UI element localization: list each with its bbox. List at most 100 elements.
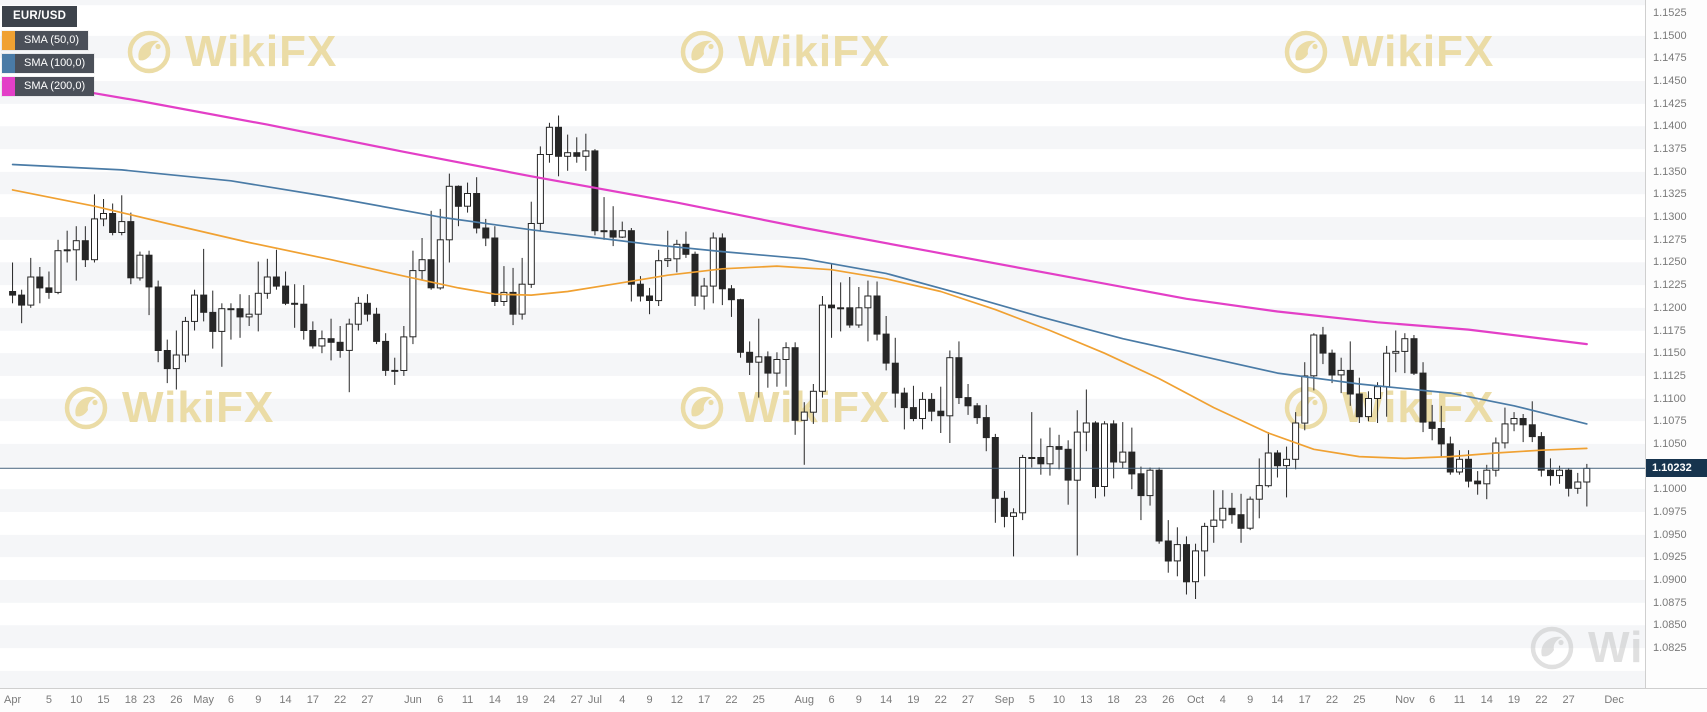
candle-body [1210,519,1218,527]
time-axis-label: 18 [1107,694,1120,706]
candle-body [1483,469,1491,485]
candle-body [791,347,799,421]
price-axis-label: 1.1300 [1653,211,1687,224]
price-axis-label: 1.1075 [1653,415,1687,428]
candle-body [718,237,726,290]
time-axis-label: Oct [1186,694,1205,706]
candle-body [91,218,98,261]
candle-body [27,276,35,306]
time-axis-label: 23 [142,694,156,706]
candle-body [136,254,144,279]
time-axis-label: 11 [1453,694,1466,706]
candle-body [1583,467,1591,483]
candle-body [1492,442,1500,471]
time-axis-label: 6 [227,694,234,706]
time-axis-label: 22 [725,694,738,706]
price-axis-label: 1.1150 [1653,347,1686,360]
candle-body [1201,525,1209,552]
candle-body [491,237,499,302]
sma200-label: SMA (200,0) [15,77,95,96]
sma200-color-chip [2,77,15,96]
price-axis-label: 1.1100 [1653,392,1686,405]
time-axis-label: Aug [794,694,815,706]
candle-body [509,291,517,315]
time-axis-label: 17 [698,694,711,706]
time-axis-label: 19 [907,694,920,706]
candle-body [1010,512,1017,517]
candle-body [354,302,362,325]
time-axis-label: 4 [1219,694,1226,706]
price-axis-label: 1.1250 [1653,256,1687,269]
candle-body [54,250,62,293]
price-axis-label: 1.1350 [1653,165,1687,178]
price-axis-label: 1.0925 [1653,551,1687,564]
time-axis-label: 5 [1028,694,1035,706]
time-axis-label: Sep [994,694,1015,706]
time-axis-label: Apr [3,694,22,706]
chart-plot-area[interactable]: WikiFXWikiFXWikiFXWikiFXWikiFXWikiFXWiki… [0,0,1645,688]
candle-body [464,193,471,207]
sma100-color-chip [2,54,15,73]
candle-body [500,291,508,302]
candle-body [1092,422,1099,487]
chart-legend: EUR/USD SMA (50,0) SMA (100,0) SMA (200,… [2,6,95,96]
candle-body [700,285,708,297]
time-axis-label: 27 [361,694,374,706]
price-axis-label: 1.1525 [1653,7,1687,19]
time-axis-label: 9 [1247,694,1254,706]
candlestick-chart-canvas[interactable] [0,0,1645,688]
time-axis-label: 4 [619,694,626,706]
candle-body [218,308,226,332]
candle-body [363,302,371,315]
time-axis-label: 9 [646,694,653,706]
symbol-badge: EUR/USD [2,6,78,27]
candle-body [109,213,117,233]
current-price-value: 1.10232 [1652,462,1692,475]
candle-body [209,311,217,332]
price-axis-label: 1.0850 [1653,619,1687,632]
candle-body [272,276,280,287]
time-axis-label: 25 [1353,694,1366,706]
time-axis-label: 13 [1080,694,1093,706]
time-axis-label: 12 [670,694,683,706]
candle-body [1337,369,1345,376]
sma50-color-chip [2,31,15,50]
candle-body [691,253,699,297]
candle-body [964,397,972,407]
time-axis-label: 27 [570,694,583,706]
candle-body [1501,423,1509,444]
candle-body [1565,469,1573,489]
candle-body [1046,446,1054,465]
candle-body [946,357,954,417]
candle-body [1319,334,1327,354]
time-axis-label: 25 [752,694,765,706]
time-axis-label: 19 [1507,694,1521,706]
price-axis-label: 1.1275 [1653,233,1687,246]
candle-body [1392,350,1400,354]
candle-body [436,239,444,289]
candle-body [1073,431,1081,481]
candle-body [1173,544,1181,562]
time-axis-label: 10 [1052,694,1066,706]
candle-body [373,313,381,342]
time-axis-label: 14 [279,694,292,706]
candle-body [1401,338,1409,352]
time-axis-label: 22 [934,694,947,706]
candle-body [263,276,271,294]
price-axis-label: 1.1175 [1653,324,1686,337]
price-axis-label: 1.0825 [1653,642,1687,654]
candle-body [254,292,262,315]
candle-body [882,333,890,364]
price-axis-label: 1.0950 [1653,528,1687,541]
price-axis[interactable]: 1.10232 1.1525 1.1500 1.1475 1.1450 1.1425 1.… [1645,0,1707,688]
time-axis[interactable]: Apr 5 10 15 18 23 26 May 6 9 14 17 22 27 Jun 6 11 14 19 24 2… [0,688,1707,712]
time-axis-label: Nov [1395,694,1415,706]
candle-body [427,259,435,289]
candle-body [391,369,399,372]
time-axis-label: 6 [1429,694,1436,706]
time-axis-label: 17 [306,694,319,706]
candle-body [1255,485,1263,500]
candle-body [646,295,653,301]
candle-body [555,126,562,157]
candle-body [773,359,781,374]
